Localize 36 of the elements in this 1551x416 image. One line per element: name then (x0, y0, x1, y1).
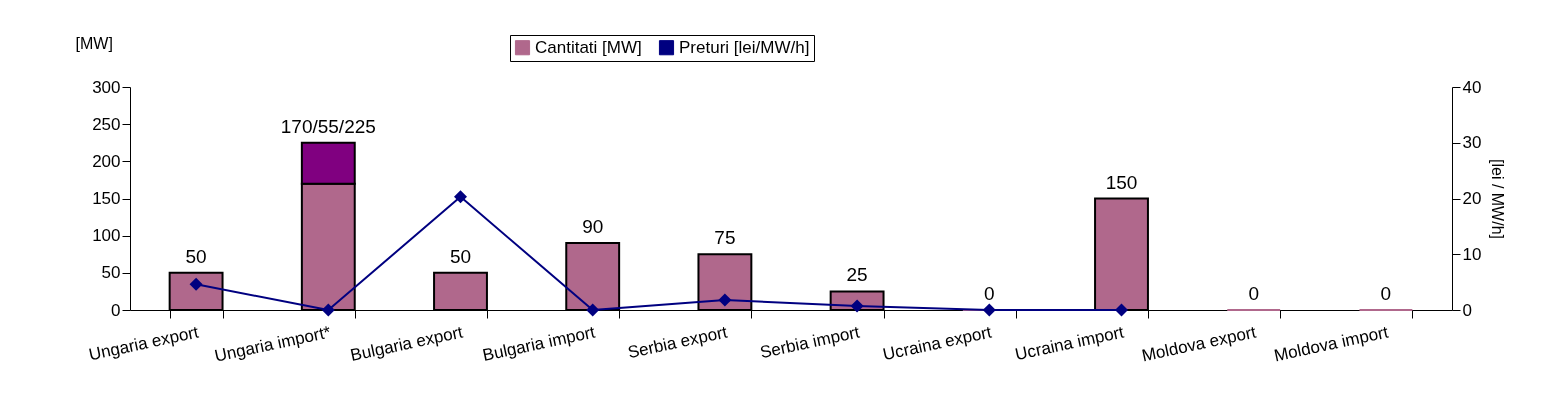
y-tick-label: 300 (92, 77, 121, 97)
y-tick-label: 200 (92, 151, 121, 171)
x-tick-label: Ungaria import* (212, 322, 333, 366)
x-tick-label: Ucraina import (1013, 322, 1126, 365)
x-tick-label: Serbia import (758, 322, 862, 363)
x-tick-label: Bulgaria export (348, 322, 465, 365)
data-label: 50 (449, 245, 472, 267)
data-label: 75 (714, 227, 736, 249)
data-label: 25 (846, 264, 868, 286)
data-label: 0 (984, 283, 995, 304)
y-tick-label: 100 (92, 226, 121, 246)
y-tick-label: 250 (92, 114, 121, 134)
data-label: 150 (1105, 171, 1138, 193)
y-tick-label: 150 (92, 189, 121, 208)
y2-tick-label: 0 (1462, 300, 1472, 320)
y2-tick-label: 20 (1462, 189, 1482, 208)
data-label: 0 (1380, 283, 1392, 304)
y2-tick-label: 10 (1462, 244, 1482, 264)
legend-label: Cantitati [MW] (535, 37, 642, 57)
x-tick-label: Serbia export (626, 322, 730, 363)
data-label: 0 (1248, 283, 1259, 304)
data-label: 90 (582, 216, 604, 238)
y2-axis-title: [lei / MW/h] (1489, 158, 1507, 240)
x-tick-label: Ucraina export (881, 322, 994, 365)
x-tick-label: Moldova export (1140, 322, 1258, 366)
data-label: 170/55/225 (280, 115, 376, 137)
y-axis-title: [MW] (75, 34, 113, 52)
x-tick-label: Ungaria export (87, 322, 201, 365)
legend-label: Preturi [lei/MW/h] (679, 37, 810, 57)
data-label: 50 (185, 245, 207, 267)
x-tick-label: Bulgaria import (480, 322, 597, 365)
y-tick-label: 0 (111, 300, 121, 320)
y2-tick-label: 30 (1462, 133, 1482, 153)
y-tick-label: 50 (101, 263, 121, 283)
x-tick-label: Moldova import (1272, 322, 1391, 366)
y2-tick-label: 40 (1462, 77, 1482, 97)
